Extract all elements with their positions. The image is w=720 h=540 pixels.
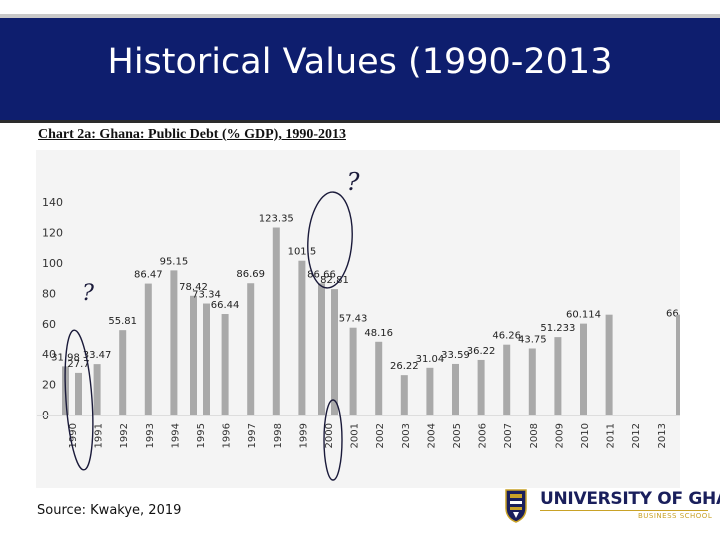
y-tick-label: 120 (42, 227, 63, 240)
chart-area (36, 150, 680, 488)
x-tick-label: 1995 (196, 423, 207, 448)
data-bar (144, 283, 152, 415)
annotation-circle-1990 (64, 329, 94, 471)
y-tick-label: 80 (42, 287, 56, 300)
data-bar (298, 260, 306, 415)
x-tick-label: 2004 (426, 423, 437, 448)
data-label: 43.75 (518, 335, 547, 346)
y-tick-label: 20 (42, 379, 56, 392)
data-label: 26.22 (390, 361, 419, 372)
data-bar (452, 363, 459, 415)
data-label: 95.15 (160, 256, 189, 267)
x-tick-label: 2000 (324, 423, 335, 448)
data-label: 51.233 (540, 323, 575, 334)
question-mark-annotation: ? (82, 281, 94, 306)
data-label: 82.81 (320, 275, 349, 286)
data-label: 66.44 (211, 300, 240, 311)
annotation-circle-2000-year (323, 399, 343, 481)
title-banner (0, 18, 720, 123)
data-bar (247, 283, 255, 415)
data-bar (477, 359, 485, 415)
x-tick-label: 2010 (580, 423, 591, 448)
data-bar (375, 341, 383, 415)
top-bar (0, 0, 720, 18)
university-crest-icon (505, 489, 527, 523)
data-bar (190, 295, 197, 415)
x-tick-label: 1992 (119, 423, 130, 448)
y-tick-label: 40 (42, 348, 56, 361)
data-label: 86.47 (134, 270, 163, 281)
data-bar (554, 337, 562, 415)
x-tick-label: 2012 (631, 423, 642, 448)
data-bar (272, 227, 280, 415)
data-bar (426, 367, 434, 415)
data-label: 36.22 (467, 346, 496, 357)
question-mark-annotation: ? (347, 168, 360, 196)
data-bar (170, 270, 178, 415)
data-bar-partial (676, 314, 680, 415)
data-bar (503, 344, 511, 415)
data-bar (318, 283, 325, 415)
x-tick-label: 2008 (529, 423, 540, 448)
x-tick-label: 2006 (478, 423, 489, 448)
data-bar (349, 327, 357, 415)
logo-subtitle: BUSINESS SCHOOL (638, 512, 713, 520)
data-label: 31.04 (416, 354, 445, 365)
logo-divider (540, 510, 708, 511)
data-label: 60.114 (566, 310, 601, 321)
x-tick-label: 2007 (503, 423, 514, 448)
data-label: 73.34 (192, 290, 221, 301)
x-tick-label: 2009 (554, 423, 565, 448)
x-tick-label: 1999 (298, 423, 309, 448)
data-label: 33.47 (83, 350, 112, 361)
x-tick-label: 2003 (401, 423, 412, 448)
top-strip (0, 14, 720, 18)
data-bar (203, 303, 210, 415)
chart-title: Chart 2a: Ghana: Public Debt (% GDP), 19… (38, 127, 346, 142)
data-bar (93, 364, 101, 415)
x-tick-label: 1998 (273, 423, 284, 448)
data-label: 48.16 (364, 328, 393, 339)
x-tick-label: 2005 (452, 423, 463, 448)
y-tick-label: 60 (42, 318, 56, 331)
slide-title: Historical Values (1990-2013 (107, 42, 613, 82)
x-tick-label: 2011 (606, 423, 617, 448)
x-tick-label: 2001 (350, 423, 361, 448)
data-label: 86.69 (236, 269, 265, 280)
data-label: 101.5 (288, 247, 317, 258)
x-tick-label: 2013 (657, 423, 668, 448)
x-tick-label: 1994 (170, 423, 181, 448)
x-tick-label: 1991 (94, 423, 105, 448)
y-tick-label: 140 (42, 196, 63, 209)
y-tick-label: 100 (42, 257, 63, 270)
annotation-circle-2000-peak (307, 191, 353, 289)
data-bar (580, 323, 587, 415)
data-label: 55.81 (108, 316, 137, 327)
x-tick-label: 1993 (145, 423, 156, 448)
logo-name: UNIVERSITY OF GHANA (540, 489, 720, 509)
data-label: 123.35 (259, 214, 294, 225)
source-note: Source: Kwakye, 2019 (37, 503, 182, 518)
data-bar (331, 289, 338, 415)
data-bar (221, 314, 229, 415)
data-bar (400, 375, 408, 415)
data-bar (605, 314, 613, 415)
data-label-extra: 66 (666, 309, 679, 320)
data-label: 57.43 (339, 314, 368, 325)
data-label: 46.26 (492, 331, 521, 342)
university-logo: UNIVERSITY OF GHANA BUSINESS SCHOOL (498, 486, 720, 530)
data-label: 33.59 (441, 350, 470, 361)
x-tick-label: 1997 (247, 423, 258, 448)
data-label: 78.42 (179, 282, 208, 293)
x-tick-label: 2002 (375, 423, 386, 448)
data-bar (528, 348, 536, 415)
data-label: 86.66 (307, 269, 336, 280)
data-bar (75, 372, 82, 415)
data-label: 27.7 (67, 359, 89, 370)
x-tick-label: 1990 (68, 423, 79, 448)
data-bar (119, 330, 127, 415)
x-tick-label: 1996 (222, 423, 233, 448)
